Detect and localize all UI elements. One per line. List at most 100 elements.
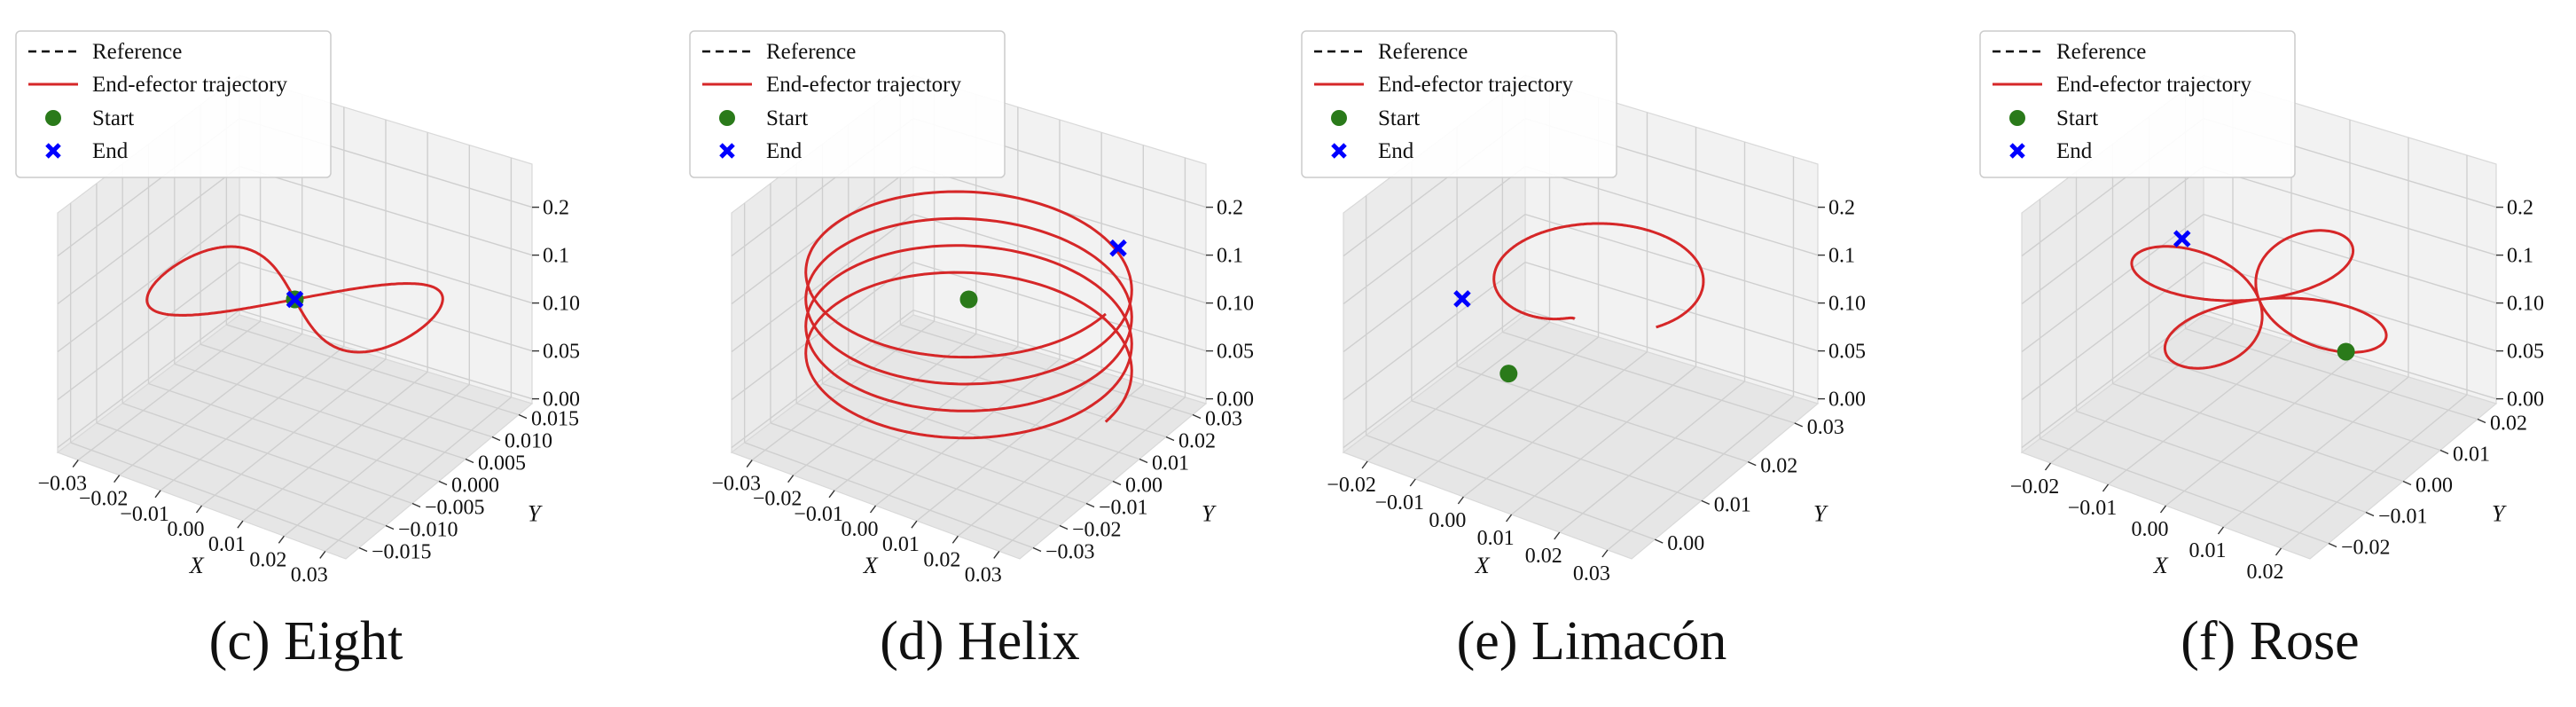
z-tick-label: 0.1 bbox=[1217, 245, 1243, 268]
y-tick-label: 0.01 bbox=[1152, 452, 1189, 475]
end-marker bbox=[1109, 239, 1127, 257]
x-tick-mark bbox=[114, 475, 121, 483]
x-tick-mark bbox=[1409, 478, 1416, 487]
y-axis-label: Y bbox=[1202, 501, 1217, 527]
y-tick-mark bbox=[465, 458, 474, 464]
trajectory-line bbox=[2130, 229, 2388, 370]
z-tick-label: 0.1 bbox=[1828, 245, 1855, 268]
y-tick-label: 0.01 bbox=[1714, 493, 1751, 516]
x-tick-label: −0.02 bbox=[79, 488, 129, 511]
x-tick-label: 0.00 bbox=[842, 518, 879, 541]
legend-start-label: Start bbox=[1378, 106, 1420, 130]
y-tick-mark bbox=[1747, 460, 1757, 467]
x-tick-mark bbox=[237, 520, 244, 529]
legend-box bbox=[1979, 30, 2296, 178]
x-tick-label: 0.00 bbox=[168, 518, 205, 541]
z-tick-label: 0.10 bbox=[2507, 293, 2544, 316]
y-tick-label: −0.01 bbox=[2378, 506, 2428, 529]
z-tick-label: 0.00 bbox=[1828, 389, 1866, 412]
x-tick-mark bbox=[951, 535, 959, 544]
x-tick-mark bbox=[319, 551, 326, 559]
z-tick-label: 0.10 bbox=[1828, 293, 1866, 316]
y-tick-mark bbox=[1112, 480, 1122, 486]
legend-end-label: End bbox=[2056, 139, 2093, 163]
y-tick-mark bbox=[518, 413, 528, 420]
chart-svg: −0.03−0.02−0.010.000.010.020.03−0.03−0.0… bbox=[689, 30, 1254, 586]
x-tick-mark bbox=[1361, 460, 1368, 469]
legend-start-swatch bbox=[45, 110, 61, 126]
x-tick-mark bbox=[2044, 462, 2052, 471]
y-tick-label: 0.00 bbox=[1667, 532, 1704, 555]
y-tick-mark bbox=[1032, 546, 1042, 553]
z-tick-label: 0.2 bbox=[2507, 197, 2533, 220]
y-tick-label: 0.00 bbox=[1125, 475, 1163, 498]
legend-trajectory-label: End-efector trajectory bbox=[1378, 73, 1574, 97]
y-tick-mark bbox=[1085, 502, 1095, 508]
start-marker bbox=[959, 290, 978, 309]
legend-start-swatch bbox=[2009, 110, 2025, 126]
x-tick-label: −0.02 bbox=[2010, 475, 2060, 499]
x-tick-mark bbox=[869, 505, 877, 514]
legend-end-label: End bbox=[766, 139, 803, 163]
legend-end-label: End bbox=[1378, 139, 1414, 163]
x-axis-label: X bbox=[189, 553, 205, 578]
x-tick-label: −0.02 bbox=[753, 488, 803, 511]
y-tick-mark bbox=[1654, 538, 1664, 544]
x-tick-mark bbox=[2159, 505, 2167, 514]
x-tick-label: −0.01 bbox=[794, 503, 843, 526]
z-tick-label: 0.10 bbox=[543, 293, 580, 316]
chart-caption: (e) Limacón bbox=[1456, 611, 1727, 672]
y-tick-mark bbox=[1794, 422, 1804, 428]
y-tick-label: 0.01 bbox=[2453, 444, 2490, 467]
y-tick-mark bbox=[1139, 458, 1148, 464]
grid bbox=[57, 82, 533, 552]
z-tick-label: 0.1 bbox=[2507, 245, 2533, 268]
chart-panel: −0.03 −0.02 −0.01 0.00 0.01 0.02 0.03 −0.03 −0.0… bbox=[674, 0, 1286, 707]
chart-caption: (c) Eight bbox=[208, 611, 403, 672]
y-tick-label: 0.015 bbox=[531, 408, 579, 431]
z-tick-label: 0.00 bbox=[1217, 389, 1254, 412]
x-tick-mark bbox=[195, 505, 203, 514]
trajectory-line bbox=[1492, 222, 1705, 329]
y-tick-mark bbox=[1165, 436, 1175, 442]
x-tick-mark bbox=[72, 460, 79, 467]
x-tick-label: 0.03 bbox=[965, 563, 1002, 586]
floor-pane bbox=[2020, 314, 2498, 560]
z-tick-label: 0.00 bbox=[543, 389, 580, 412]
y-tick-mark bbox=[2402, 480, 2412, 486]
x-tick-mark bbox=[2275, 547, 2282, 556]
x-tick-label: 0.01 bbox=[2189, 539, 2227, 562]
x-tick-label: 0.01 bbox=[1477, 527, 1515, 550]
x-tick-label: 0.01 bbox=[882, 533, 920, 556]
x-tick-label: −0.02 bbox=[1327, 474, 1376, 497]
z-tick-label: 0.05 bbox=[1217, 341, 1254, 364]
legend-start-label: Start bbox=[766, 106, 808, 130]
z-tick-label: 0.05 bbox=[2507, 341, 2544, 364]
x-tick-label: 0.02 bbox=[1525, 545, 1562, 568]
x-tick-label: −0.03 bbox=[37, 473, 87, 496]
legend: Reference End-efector trajectory Start End bbox=[15, 30, 332, 178]
end-marker bbox=[2173, 230, 2191, 247]
legend-start-label: Start bbox=[2056, 106, 2098, 130]
z-tick-label: 0.2 bbox=[543, 197, 569, 220]
legend-reference-label: Reference bbox=[1378, 40, 1468, 64]
floor-pane bbox=[1342, 314, 1820, 560]
x-tick-label: −0.03 bbox=[711, 473, 761, 496]
x-tick-mark bbox=[154, 490, 161, 499]
trajectory-line bbox=[804, 190, 1133, 440]
y-axis-label: Y bbox=[1813, 501, 1828, 527]
x-tick-label: −0.01 bbox=[2068, 497, 2118, 520]
x-tick-mark bbox=[1554, 531, 1561, 540]
y-tick-label: −0.02 bbox=[1072, 519, 1122, 542]
legend-start-label: Start bbox=[92, 106, 134, 130]
start-marker bbox=[2337, 342, 2355, 361]
y-tick-mark bbox=[385, 524, 395, 530]
legend-box bbox=[689, 30, 1006, 178]
z-tick-label: 0.00 bbox=[2507, 389, 2544, 412]
y-axis-label: Y bbox=[2492, 501, 2507, 527]
x-axis-label: X bbox=[863, 553, 879, 578]
chart-panel: −0.03 −0.02 −0.01 0.00 0.01 0.02 0.03 −0.015 −0.… bbox=[0, 0, 612, 707]
chart-panel: −0.02 −0.01 0.00 0.01 0.02 0.03 0.00 0.01 0.02 0.… bbox=[1286, 0, 1898, 707]
x-tick-label: 0.00 bbox=[2132, 518, 2169, 541]
y-tick-label: 0.005 bbox=[478, 452, 526, 475]
